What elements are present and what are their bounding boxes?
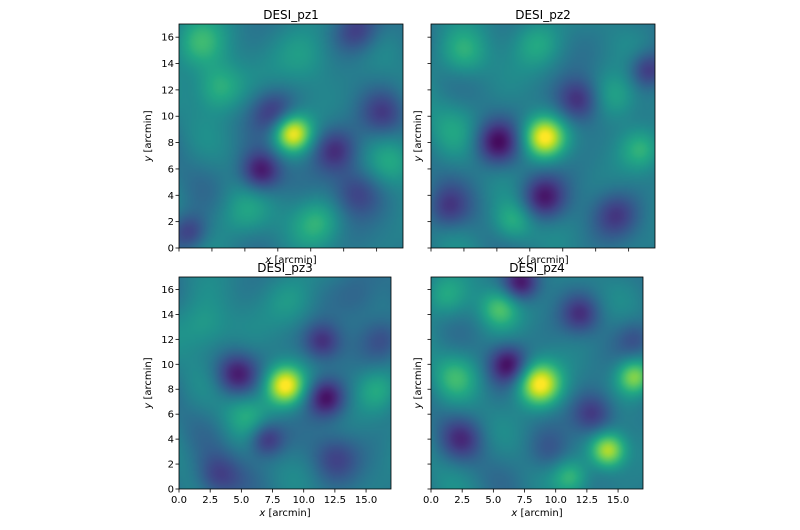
x-tick-label: 5.0 [233,495,249,506]
panel-title: DESI_pz3 [257,261,313,275]
y-tick-label: 10 [161,360,174,371]
y-tick-label: 14 [161,59,174,70]
heatmap-image [431,277,643,489]
y-tick-label: 6 [168,164,174,175]
y-tick-label: 6 [168,410,174,421]
axes-frame [178,276,392,490]
panel-title: DESI_pz2 [515,8,571,22]
panel-4: DESI_pz4 0.0 2.5 5.0 7.5 10.0 12.5 15.0 x [arcmi… [413,261,644,519]
y-tick-label: 12 [161,335,174,346]
heatmap-image [179,24,403,248]
y-tick-label: 16 [161,285,174,296]
panel-3: DESI_pz3 0.0 2.5 5.0 7.5 10.0 12.5 15.0 0 2 4 6 8 10 1… [143,261,392,519]
y-axis-label: y [arcmin] [413,110,424,162]
y-tick-label: 14 [161,310,174,321]
x-tick-label: 15.0 [355,495,377,506]
x-tick-label: 2.5 [202,495,218,506]
y-tick-label: 0 [168,244,174,255]
axes-frame [430,276,644,490]
y-axis-label: y [arcmin] [143,357,154,409]
x-tick-label: 7.5 [517,495,533,506]
x-axis-label: x [arcmin] [258,508,310,519]
panel-1: DESI_pz1 0 2 4 6 8 10 12 14 16 x [arcmin] y [arcmin… [143,8,404,266]
y-axis-label: y [arcmin] [143,110,154,162]
x-tick-label: 10.0 [545,495,567,506]
x-tick-label: 2.5 [454,495,470,506]
panel-title: DESI_pz4 [509,261,565,275]
y-tick-label: 2 [168,217,174,228]
y-axis-label: y [arcmin] [413,357,424,409]
y-tick-label: 0 [168,485,174,496]
y-tick-label: 10 [161,112,174,123]
x-tick-label: 10.0 [293,495,315,506]
y-tick-label: 8 [168,138,174,149]
heatmap-image [431,24,655,248]
axes-frame [178,23,404,249]
y-tick-label: 4 [168,191,174,202]
y-tick-label: 8 [168,385,174,396]
x-tick-label: 15.0 [607,495,629,506]
axes-frame [430,23,656,249]
x-tick-label: 12.5 [576,495,598,506]
x-tick-label: 0.0 [171,495,187,506]
x-axis-label: x [arcmin] [264,255,316,266]
y-tick-label: 16 [161,33,174,44]
x-tick-label: 12.5 [324,495,346,506]
x-axis-label: x [arcmin] [510,508,562,519]
x-tick-label: 0.0 [423,495,439,506]
x-axis-label: x [arcmin] [516,255,568,266]
heatmap-image [179,277,391,489]
y-tick-label: 2 [168,460,174,471]
panel-title: DESI_pz1 [263,8,319,22]
x-tick-label: 5.0 [485,495,501,506]
y-tick-label: 4 [168,435,174,446]
x-tick-label: 7.5 [265,495,281,506]
y-tick-label: 12 [161,85,174,96]
